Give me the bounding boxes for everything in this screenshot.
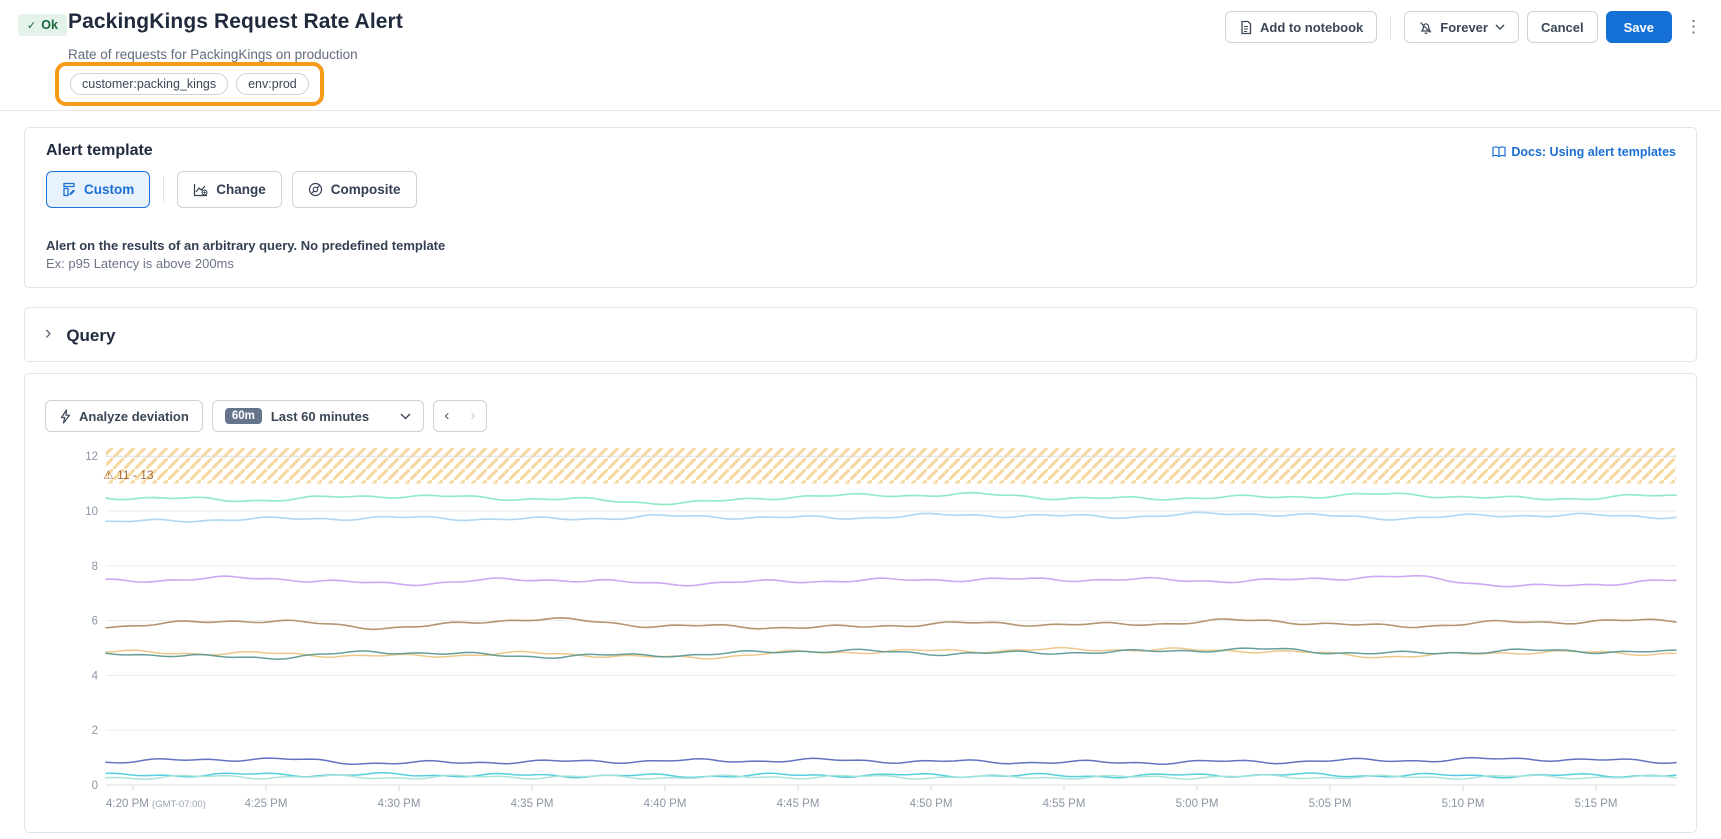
page-title: PackingKings Request Rate Alert (68, 10, 403, 33)
tags-highlight-annotation: customer:packing_kings env:prod (55, 62, 324, 106)
series-line-pale-teal (105, 774, 1677, 780)
x-axis-label: 4:55 PM (1043, 798, 1086, 810)
y-axis-label: 6 (92, 616, 98, 628)
kebab-menu-icon[interactable]: ⋮ (1680, 11, 1707, 43)
chart-toolbar: Analyze deviation 60m Last 60 minutes ‹ … (45, 400, 487, 432)
template-description: Alert on the results of an arbitrary que… (46, 238, 446, 253)
chevron-down-icon (400, 413, 411, 419)
status-label: Ok (41, 18, 58, 32)
chevron-right-icon: › (45, 323, 52, 344)
composite-template-icon (308, 182, 322, 197)
add-to-notebook-button[interactable]: Add to notebook (1225, 11, 1378, 43)
x-axis-label: 5:00 PM (1176, 798, 1219, 810)
y-axis-label: 0 (92, 780, 98, 792)
docs-link[interactable]: Docs: Using alert templates (1492, 145, 1676, 159)
book-icon (1492, 146, 1506, 158)
analyze-deviation-button[interactable]: Analyze deviation (45, 400, 203, 432)
template-option-composite[interactable]: Composite (291, 171, 417, 208)
header-actions: Add to notebook Forever Cancel Save ⋮ (1225, 11, 1707, 43)
x-axis-label: 4:30 PM (378, 798, 421, 810)
template-example: Ex: p95 Latency is above 200ms (46, 256, 234, 271)
time-range-select[interactable]: 60m Last 60 minutes (211, 400, 424, 432)
x-axis-label: 4:20 PM (GMT-07:00) (106, 798, 206, 810)
chart-card: Analyze deviation 60m Last 60 minutes ‹ … (24, 373, 1697, 833)
series-line-orange (105, 646, 1677, 660)
page-subtitle: Rate of requests for PackingKings on pro… (68, 47, 358, 62)
lightning-bolt-icon (60, 408, 71, 424)
alert-template-heading: Alert template (46, 142, 153, 159)
series-line-purple (105, 574, 1677, 588)
y-axis-label: 2 (92, 725, 98, 737)
notebook-icon (1241, 20, 1252, 34)
template-option-change[interactable]: Change (177, 171, 282, 208)
change-template-icon (194, 183, 208, 196)
prev-timeframe-button[interactable]: ‹ (444, 407, 450, 424)
time-range-badge: 60m (224, 408, 262, 424)
x-axis-label: 5:10 PM (1442, 798, 1485, 810)
bell-slash-icon (1420, 21, 1432, 34)
x-axis-label: 4:50 PM (910, 798, 953, 810)
x-axis-label: 5:15 PM (1575, 798, 1618, 810)
series-line-brown (105, 617, 1677, 631)
custom-template-icon (63, 182, 75, 197)
time-range-label: Last 60 minutes (270, 408, 370, 424)
warning-band-label: ⚠ 11 - 13 (103, 468, 154, 482)
tag-customer[interactable]: customer:packing_kings (70, 73, 229, 95)
save-button[interactable]: Save (1605, 11, 1672, 43)
series-line-sky-blue (105, 511, 1677, 523)
next-timeframe-button[interactable]: › (470, 407, 476, 424)
timeseries-chart[interactable]: 0 2 4 6 8 10 12 ⚠ 11 - 13 4:20 PM (GMT-07:00) 4:2… (25, 436, 1698, 834)
template-options-row: Custom Change Composite (46, 171, 417, 208)
cancel-button[interactable]: Cancel (1526, 11, 1598, 43)
header-divider (1390, 15, 1392, 39)
series-line-cyan (105, 771, 1677, 779)
tag-env[interactable]: env:prod (236, 73, 309, 95)
warning-band (106, 448, 1676, 484)
page-header: ✓ Ok PackingKings Request Rate Alert Rat… (0, 0, 1721, 111)
template-options-divider (163, 176, 165, 203)
query-section-toggle[interactable]: › Query (45, 308, 115, 363)
y-axis-label: 8 (92, 561, 98, 573)
check-icon: ✓ (27, 19, 37, 32)
y-axis-label: 10 (85, 506, 98, 518)
y-axis-label: 4 (92, 670, 99, 682)
x-axis-label: 4:40 PM (644, 798, 687, 810)
series-line-indigo (105, 756, 1677, 765)
query-card: › Query (24, 307, 1697, 362)
query-heading: Query (66, 325, 116, 345)
x-axis-label: 4:25 PM (245, 798, 288, 810)
x-axis-label: 5:05 PM (1309, 798, 1352, 810)
x-axis-label: 4:35 PM (511, 798, 554, 810)
status-badge: ✓ Ok (18, 14, 67, 36)
series-line-teal (105, 647, 1677, 660)
mute-duration-button[interactable]: Forever (1404, 11, 1519, 43)
alert-template-card: Alert template Docs: Using alert templat… (24, 127, 1697, 288)
series-line-mint (105, 491, 1677, 506)
template-option-custom[interactable]: Custom (46, 171, 151, 208)
y-axis-label: 12 (85, 451, 98, 463)
chevron-down-icon (1495, 24, 1505, 30)
time-pager: ‹ › (432, 400, 487, 432)
x-axis-label: 4:45 PM (777, 798, 820, 810)
